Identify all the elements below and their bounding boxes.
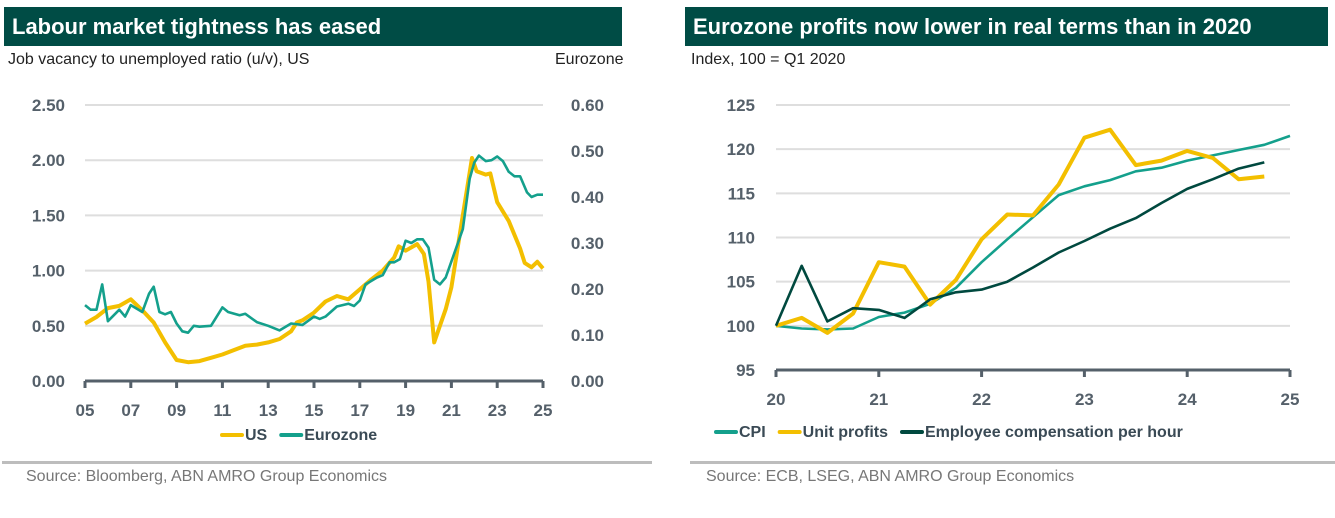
y-tick-label: 0.50 bbox=[32, 317, 65, 336]
y-tick-label: 115 bbox=[728, 184, 755, 203]
legend-label: Unit profits bbox=[803, 424, 888, 441]
y-tick-label: 105 bbox=[727, 273, 755, 292]
legend-label: Eurozone bbox=[304, 427, 377, 444]
series-line-employee-compensation-per-hour bbox=[774, 161, 1265, 327]
legend-label: CPI bbox=[739, 424, 766, 441]
x-tick-label: 19 bbox=[396, 401, 415, 420]
left-chart-title: Labour market tightness has eased bbox=[4, 7, 622, 46]
x-tick-label: 21 bbox=[442, 401, 461, 420]
divider bbox=[2, 461, 652, 464]
divider bbox=[690, 461, 1335, 464]
x-tick-label: 20 bbox=[767, 390, 786, 409]
source-note: Source: Bloomberg, ABN AMRO Group Econom… bbox=[26, 468, 388, 485]
y2-tick-label: 0.20 bbox=[571, 280, 604, 299]
x-tick-label: 25 bbox=[1281, 390, 1300, 409]
right-axis-label: Eurozone bbox=[555, 51, 624, 68]
y-tick-label: 2.00 bbox=[32, 151, 65, 170]
y-tick-label: 2.50 bbox=[32, 96, 65, 115]
x-tick-label: 13 bbox=[259, 401, 278, 420]
y-tick-label: 95 bbox=[736, 361, 755, 380]
x-tick-label: 23 bbox=[488, 401, 507, 420]
x-tick-label: 15 bbox=[305, 401, 324, 420]
source-note: Source: ECB, LSEG, ABN AMRO Group Econom… bbox=[706, 468, 1075, 485]
x-tick-label: 05 bbox=[76, 401, 95, 420]
x-tick-label: 22 bbox=[972, 390, 991, 409]
legend-label: US bbox=[245, 427, 268, 444]
series-line-unit-profits bbox=[775, 127, 1265, 335]
y-tick-label: 125 bbox=[727, 96, 755, 115]
x-tick-label: 17 bbox=[350, 401, 369, 420]
right-chart-title: Eurozone profits now lower in real terms… bbox=[685, 7, 1328, 46]
legend-label: Employee compensation per hour bbox=[925, 424, 1183, 441]
series-line-us bbox=[84, 156, 545, 365]
x-tick-label: 24 bbox=[1178, 390, 1197, 409]
x-tick-label: 09 bbox=[167, 401, 186, 420]
y-tick-label: 1.50 bbox=[32, 206, 65, 225]
x-tick-label: 23 bbox=[1075, 390, 1094, 409]
y-tick-label: 1.00 bbox=[32, 262, 65, 281]
y2-tick-label: 0.60 bbox=[571, 96, 604, 115]
left-chart-subtitle: Job vacancy to unemployed ratio (u/v), U… bbox=[8, 51, 310, 68]
x-tick-label: 25 bbox=[534, 401, 553, 420]
series-line-cpi bbox=[775, 134, 1291, 331]
y2-tick-label: 0.50 bbox=[571, 142, 604, 161]
y2-tick-label: 0.30 bbox=[571, 234, 604, 253]
x-tick-label: 07 bbox=[121, 401, 140, 420]
right-chart-subtitle: Index, 100 = Q1 2020 bbox=[691, 51, 846, 68]
series-line-eurozone bbox=[84, 154, 543, 335]
x-tick-label: 21 bbox=[869, 390, 888, 409]
y-tick-label: 120 bbox=[727, 140, 755, 159]
y2-tick-label: 0.40 bbox=[571, 188, 604, 207]
y2-tick-label: 0.00 bbox=[571, 372, 604, 391]
y2-tick-label: 0.10 bbox=[571, 326, 604, 345]
x-tick-label: 11 bbox=[213, 401, 231, 420]
y-tick-label: 0.00 bbox=[32, 372, 65, 391]
y-tick-label: 110 bbox=[728, 229, 755, 248]
y-tick-label: 100 bbox=[727, 317, 755, 336]
